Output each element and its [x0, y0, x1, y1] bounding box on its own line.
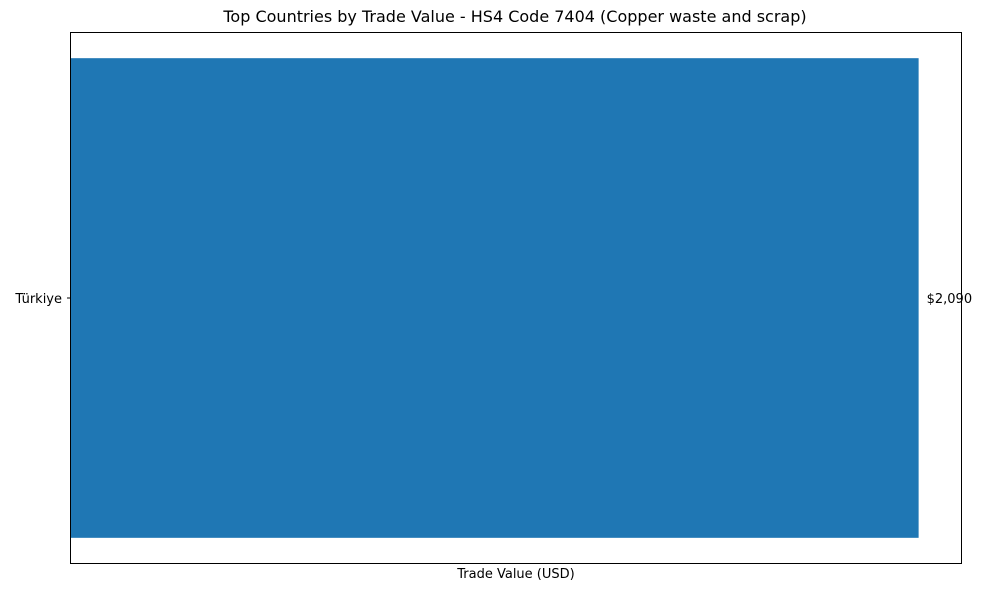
y-tick-label-0: Türkiye	[14, 292, 62, 307]
plot-area: $2,090	[71, 58, 972, 538]
data-label-0: $2,090	[927, 292, 973, 307]
chart-title: Top Countries by Trade Value - HS4 Code …	[222, 7, 806, 26]
bar-0	[71, 58, 919, 538]
y-axis: Türkiye	[14, 292, 71, 307]
x-axis-label: Trade Value (USD)	[456, 567, 574, 582]
